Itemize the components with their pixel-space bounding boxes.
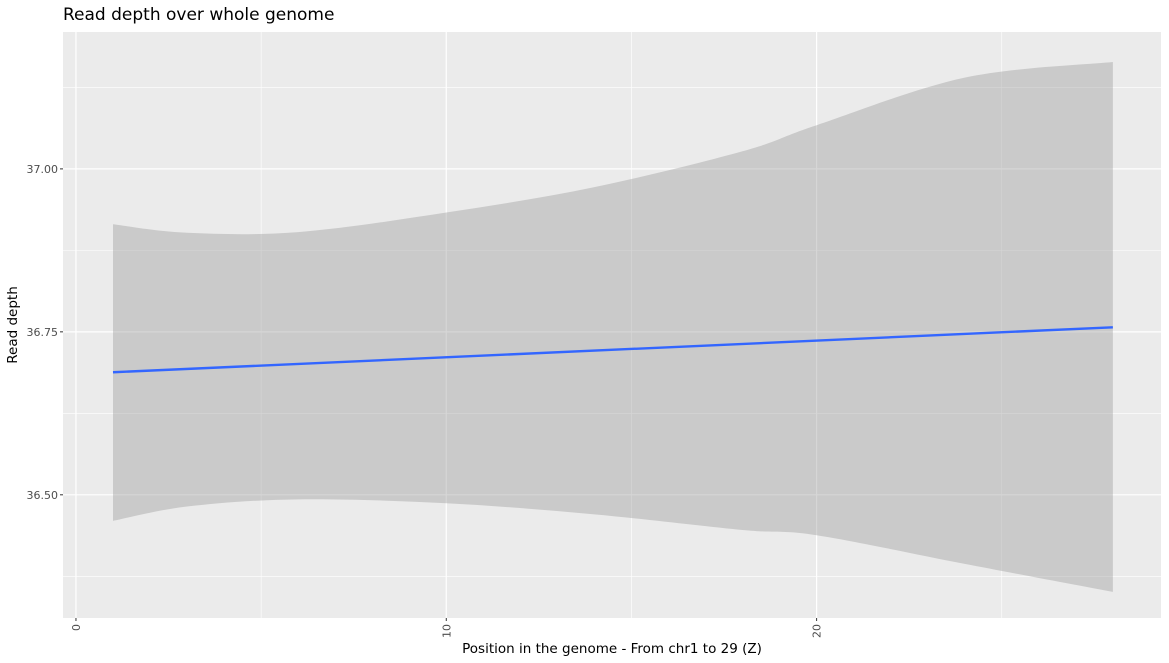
x-tick-label: 10 (440, 624, 453, 638)
confidence-band (112, 61, 1113, 592)
y-tick-label: 36.50 (27, 489, 59, 502)
y-tick-label: 37.00 (27, 163, 59, 176)
y-tick-label: 36.75 (27, 326, 59, 339)
y-axis-title: Read depth (5, 286, 21, 364)
x-tick-label: 20 (811, 624, 824, 638)
x-tick-label: 0 (70, 624, 83, 631)
plot-panel (63, 32, 1161, 618)
x-axis-ticks: 0 10 20 (70, 618, 824, 638)
trend-line (112, 326, 1113, 374)
y-axis-ticks: 36.50 36.75 37.00 (27, 163, 63, 502)
x-axis-title: Position in the genome - From chr1 to 29… (462, 641, 762, 657)
chart-title: Read depth over whole genome (63, 5, 334, 25)
grid-major (63, 32, 1161, 618)
grid-minor (63, 32, 1161, 618)
